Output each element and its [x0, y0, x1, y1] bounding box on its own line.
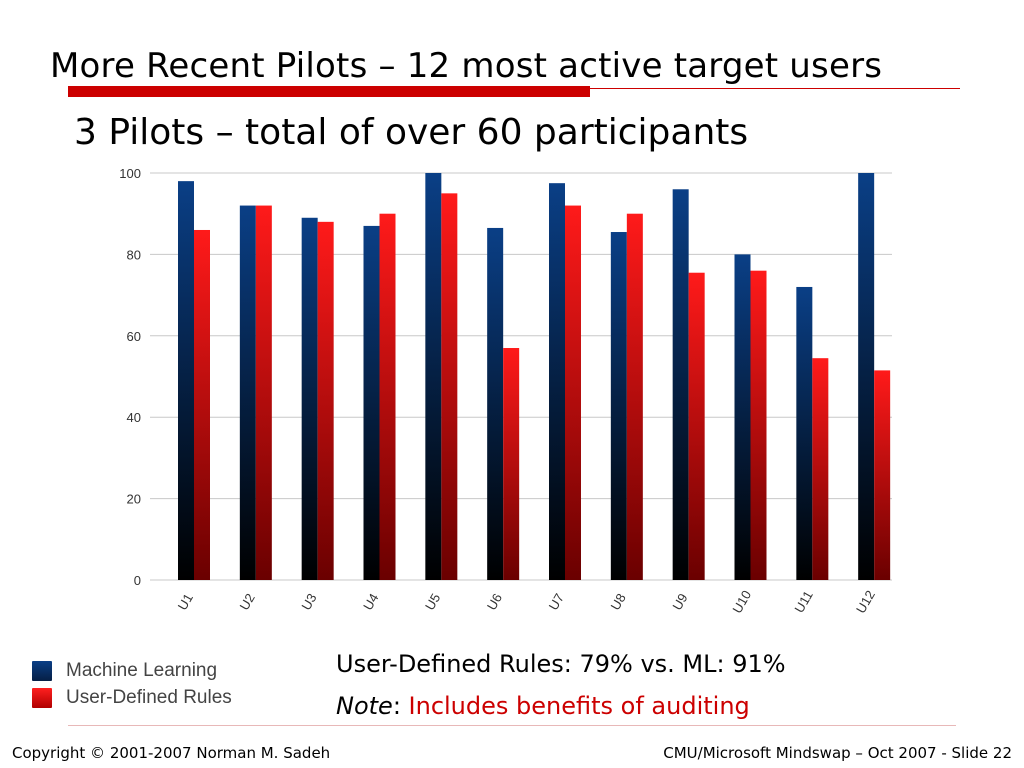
- legend-swatch-ml: [32, 660, 52, 681]
- legend-label-udr: User-Defined Rules: [66, 686, 232, 708]
- x-tick-label: U8: [607, 591, 628, 613]
- note-colon: :: [392, 692, 409, 720]
- x-tick-label: U3: [298, 591, 319, 613]
- bar-ml-u12: [858, 173, 875, 580]
- bar-udr-u6: [503, 348, 520, 580]
- bar-udr-u12: [874, 370, 891, 580]
- bar-ml-u4: [363, 225, 380, 580]
- bar-udr-u7: [565, 205, 581, 580]
- footer-rule: [68, 725, 956, 726]
- x-tick-label: U9: [669, 591, 690, 613]
- bar-udr-u9: [688, 272, 705, 580]
- bar-ml-u11: [796, 286, 813, 580]
- note-text: Includes benefits of auditing: [408, 692, 750, 720]
- chart-grid: [150, 172, 892, 581]
- x-tick-label: U2: [236, 591, 257, 613]
- bar-ml-u7: [549, 183, 565, 581]
- x-axis-labels: U1 U2 U3 U4 U5 U6 U7 U8 U9 U10 U11 U12: [175, 588, 878, 616]
- bar-udr-u5: [441, 193, 458, 580]
- bar-udr-u10: [750, 270, 767, 580]
- note-label: Note: [336, 692, 393, 720]
- legend-item-ml: Machine Learning: [32, 657, 232, 684]
- footer-copyright: Copyright © 2001-2007 Norman M. Sadeh: [12, 744, 331, 762]
- legend-swatch-udr: [32, 687, 52, 708]
- y-tick-label: 60: [127, 329, 141, 344]
- y-tick-label: 20: [127, 492, 141, 507]
- y-tick-label: 40: [127, 410, 141, 425]
- bar-ml-u9: [672, 189, 689, 580]
- bar-ml-u8: [610, 232, 627, 580]
- note-line: Note: Includes benefits of auditing: [336, 690, 750, 722]
- bar-ml-u5: [425, 173, 442, 580]
- x-tick-label: U4: [360, 591, 381, 613]
- x-tick-label: U5: [422, 591, 443, 613]
- x-tick-label: U12: [853, 588, 878, 616]
- bar-ml-u1: [178, 181, 194, 580]
- title-accent-bar: [68, 86, 590, 97]
- legend-item-udr: User-Defined Rules: [32, 684, 232, 711]
- legend-label-ml: Machine Learning: [66, 659, 218, 681]
- x-tick-label: U11: [791, 588, 815, 615]
- bar-udr-u1: [194, 229, 210, 580]
- chart-legend: Machine Learning User-Defined Rules: [32, 657, 232, 711]
- y-tick-label: 80: [127, 247, 141, 262]
- bar-udr-u8: [626, 213, 643, 580]
- y-tick-label: 100: [119, 166, 141, 181]
- x-tick-label: U10: [729, 588, 754, 616]
- bar-ml-u3: [301, 217, 318, 580]
- bar-ml-u6: [487, 227, 504, 580]
- x-tick-label: U7: [546, 591, 567, 613]
- bar-udr-u4: [379, 213, 396, 580]
- bar-ml-u2: [239, 205, 256, 580]
- slide-subtitle: 3 Pilots – total of over 60 participants: [74, 112, 749, 153]
- summary-text: User-Defined Rules: 79% vs. ML: 91%: [336, 650, 786, 678]
- bar-udr-u3: [317, 221, 334, 580]
- footer-slide-info: CMU/Microsoft Mindswap – Oct 2007 - Slid…: [663, 744, 1012, 762]
- slide-title: More Recent Pilots – 12 most active targ…: [50, 46, 883, 86]
- x-tick-label: U6: [484, 591, 505, 613]
- y-tick-label: 0: [134, 573, 141, 588]
- y-axis-labels: 0 20 40 60 80 100: [119, 166, 141, 588]
- bar-ml-u10: [734, 254, 751, 580]
- bar-chart: 0 20 40 60 80 100 U1 U2 U3 U4 U5 U6 U7 U8 U9 U10 U11 U12: [119, 166, 892, 616]
- chart-bars: [178, 173, 891, 581]
- bar-udr-u2: [255, 205, 272, 580]
- bar-udr-u11: [812, 358, 829, 580]
- x-tick-label: U1: [175, 591, 196, 613]
